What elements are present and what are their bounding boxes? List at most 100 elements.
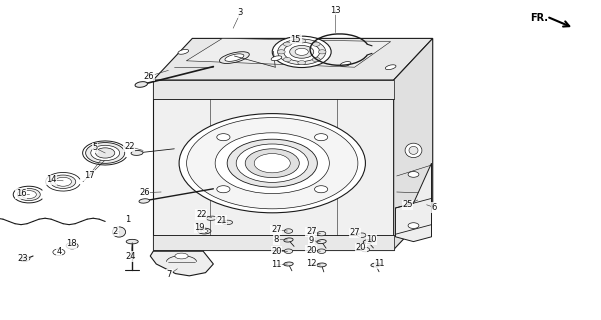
Ellipse shape bbox=[17, 188, 40, 201]
Ellipse shape bbox=[66, 243, 78, 249]
Ellipse shape bbox=[284, 238, 293, 242]
Text: 20: 20 bbox=[271, 247, 282, 256]
Text: 11: 11 bbox=[271, 260, 282, 269]
Ellipse shape bbox=[272, 36, 331, 68]
Text: 26: 26 bbox=[139, 188, 150, 197]
Ellipse shape bbox=[284, 229, 293, 233]
Polygon shape bbox=[150, 251, 213, 276]
Text: 1: 1 bbox=[125, 215, 130, 224]
Ellipse shape bbox=[179, 114, 365, 213]
Ellipse shape bbox=[131, 150, 143, 156]
Ellipse shape bbox=[284, 249, 293, 253]
Text: 17: 17 bbox=[84, 171, 94, 180]
Text: 14: 14 bbox=[46, 175, 56, 184]
Ellipse shape bbox=[135, 82, 147, 87]
Polygon shape bbox=[153, 80, 394, 99]
Polygon shape bbox=[186, 38, 391, 67]
Ellipse shape bbox=[186, 117, 358, 209]
Ellipse shape bbox=[317, 231, 326, 236]
Ellipse shape bbox=[96, 148, 115, 158]
Text: 20: 20 bbox=[355, 244, 366, 252]
Ellipse shape bbox=[284, 262, 293, 266]
Ellipse shape bbox=[358, 233, 366, 237]
Ellipse shape bbox=[112, 227, 126, 237]
Ellipse shape bbox=[225, 54, 244, 61]
Text: 18: 18 bbox=[66, 239, 76, 248]
Ellipse shape bbox=[314, 186, 328, 193]
Ellipse shape bbox=[198, 228, 211, 234]
Text: 16: 16 bbox=[16, 189, 26, 198]
Ellipse shape bbox=[215, 133, 329, 194]
Polygon shape bbox=[395, 163, 432, 242]
Ellipse shape bbox=[283, 58, 291, 62]
Polygon shape bbox=[153, 235, 394, 250]
Text: 26: 26 bbox=[144, 72, 154, 81]
Ellipse shape bbox=[271, 56, 282, 61]
Ellipse shape bbox=[55, 177, 72, 186]
Ellipse shape bbox=[85, 142, 125, 163]
Text: 23: 23 bbox=[17, 254, 28, 263]
Ellipse shape bbox=[314, 134, 328, 141]
Text: 9: 9 bbox=[309, 236, 314, 245]
Ellipse shape bbox=[91, 145, 120, 161]
Ellipse shape bbox=[53, 249, 65, 255]
Text: FR.: FR. bbox=[530, 12, 548, 23]
Ellipse shape bbox=[405, 143, 422, 157]
Ellipse shape bbox=[409, 146, 418, 154]
Ellipse shape bbox=[317, 240, 326, 244]
Text: 13: 13 bbox=[330, 6, 341, 15]
Text: 4: 4 bbox=[56, 247, 61, 256]
Text: 15: 15 bbox=[290, 35, 301, 44]
Ellipse shape bbox=[222, 220, 233, 225]
Text: 27: 27 bbox=[271, 225, 282, 234]
Ellipse shape bbox=[408, 223, 419, 228]
Text: 11: 11 bbox=[374, 260, 385, 268]
Polygon shape bbox=[153, 38, 433, 80]
Ellipse shape bbox=[313, 42, 320, 46]
Ellipse shape bbox=[139, 199, 150, 203]
Ellipse shape bbox=[361, 247, 370, 252]
Text: 3: 3 bbox=[238, 8, 243, 17]
Text: 5: 5 bbox=[93, 143, 97, 152]
Text: 20: 20 bbox=[306, 246, 317, 255]
Ellipse shape bbox=[245, 149, 299, 178]
Text: 8: 8 bbox=[274, 235, 279, 244]
Ellipse shape bbox=[408, 172, 419, 177]
Ellipse shape bbox=[371, 263, 380, 267]
Text: 21: 21 bbox=[216, 216, 227, 225]
Ellipse shape bbox=[298, 39, 305, 43]
Text: 22: 22 bbox=[124, 142, 135, 151]
Text: 27: 27 bbox=[306, 228, 317, 236]
Ellipse shape bbox=[277, 50, 285, 54]
Text: 25: 25 bbox=[402, 200, 413, 209]
Ellipse shape bbox=[126, 239, 138, 244]
Ellipse shape bbox=[50, 175, 76, 188]
Text: 7: 7 bbox=[167, 270, 172, 279]
Ellipse shape bbox=[363, 240, 373, 244]
Ellipse shape bbox=[317, 263, 326, 267]
Text: 6: 6 bbox=[432, 203, 436, 212]
Polygon shape bbox=[153, 80, 394, 250]
Ellipse shape bbox=[201, 229, 208, 233]
Ellipse shape bbox=[236, 144, 308, 182]
Text: 2: 2 bbox=[113, 227, 118, 236]
Ellipse shape bbox=[317, 249, 326, 253]
Ellipse shape bbox=[295, 48, 308, 55]
Ellipse shape bbox=[206, 128, 338, 198]
Text: 12: 12 bbox=[306, 260, 317, 268]
Ellipse shape bbox=[217, 186, 230, 193]
Text: 19: 19 bbox=[194, 223, 205, 232]
Text: 24: 24 bbox=[126, 252, 136, 261]
Ellipse shape bbox=[385, 65, 396, 70]
Text: 10: 10 bbox=[366, 235, 377, 244]
Ellipse shape bbox=[254, 154, 290, 173]
Ellipse shape bbox=[217, 134, 230, 141]
Ellipse shape bbox=[20, 257, 30, 262]
Ellipse shape bbox=[175, 253, 188, 259]
Polygon shape bbox=[394, 38, 433, 250]
Ellipse shape bbox=[22, 190, 37, 198]
Ellipse shape bbox=[219, 52, 249, 63]
Ellipse shape bbox=[178, 49, 189, 54]
Ellipse shape bbox=[319, 50, 326, 54]
Ellipse shape bbox=[290, 45, 314, 58]
